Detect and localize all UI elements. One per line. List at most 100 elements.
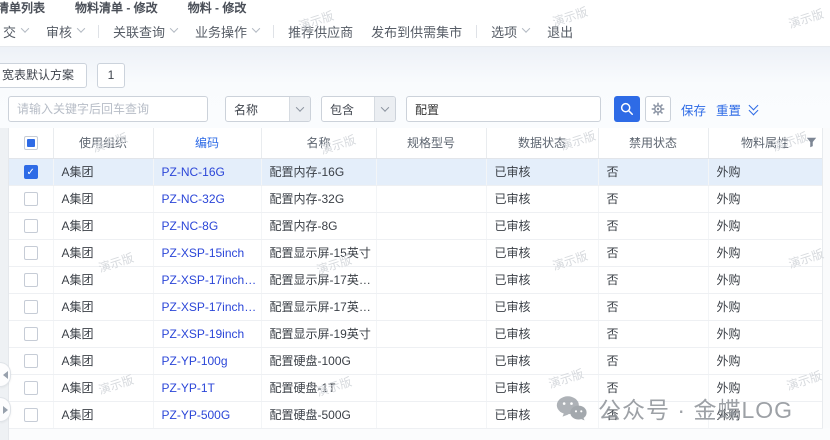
tab-material-edit[interactable]: 物料 - 修改 — [187, 1, 247, 15]
cell-spec — [376, 185, 487, 213]
filter-settings-button[interactable] — [645, 96, 671, 122]
cell-spec — [376, 158, 487, 186]
filter-value-input[interactable] — [406, 96, 601, 122]
cell-code[interactable]: PZ-XSP-15inch — [153, 239, 262, 267]
material-table: 使用组织 编码 名称 规格型号 数据状态 禁用状态 物料属性 A集团 PZ-NC… — [9, 128, 823, 429]
filter-funnel-icon[interactable] — [806, 137, 817, 148]
cell-name: 配置硬盘-100G — [261, 347, 377, 375]
cell-code[interactable]: PZ-NC-16G — [153, 158, 262, 186]
cell-attr: 外购 — [708, 266, 823, 294]
chevron-down-icon — [374, 97, 395, 121]
row-checkbox[interactable] — [23, 164, 38, 179]
col-header-disabled[interactable]: 禁用状态 — [598, 128, 709, 159]
header-checkbox-cell — [9, 128, 54, 159]
toolbar-exit-label: 退出 — [547, 24, 574, 40]
table-row[interactable]: A集团 PZ-XSP-17inch-BS 配置显示屏-17英寸-… 已审核 否 … — [9, 266, 823, 294]
field-select[interactable]: 名称 — [225, 96, 311, 122]
table-row[interactable]: A集团 PZ-NC-8G 配置内存-8G 已审核 否 外购 — [9, 212, 823, 240]
cell-org: A集团 — [53, 185, 154, 213]
toolbar-exit[interactable]: 退出 — [538, 22, 582, 41]
row-checkbox[interactable] — [23, 245, 38, 260]
table-row[interactable]: A集团 PZ-YP-100g 配置硬盘-100G 已审核 否 外购 — [9, 347, 823, 375]
chevron-down-icon — [251, 23, 261, 33]
keyword-input[interactable] — [8, 96, 208, 122]
caret-left-icon — [2, 370, 8, 379]
cell-spec — [376, 347, 487, 375]
toolbar-linked-query[interactable]: 关联查询 — [104, 22, 186, 41]
cell-name: 配置内存-16G — [261, 158, 377, 186]
table-header-row: 使用组织 编码 名称 规格型号 数据状态 禁用状态 物料属性 — [9, 128, 823, 159]
cell-name: 配置显示屏-15英寸 — [261, 239, 377, 267]
table-row[interactable]: A集团 PZ-YP-500G 配置硬盘-500G 已审核 否 外购 — [9, 401, 823, 429]
select-all-checkbox[interactable] — [23, 136, 38, 151]
col-header-code[interactable]: 编码 — [153, 128, 262, 159]
table-row[interactable]: A集团 PZ-NC-32G 配置内存-32G 已审核 否 外购 — [9, 185, 823, 213]
cell-status: 已审核 — [486, 158, 599, 186]
cell-name: 配置硬盘-1T — [261, 374, 377, 402]
reset-filter-link[interactable]: 重置 — [716, 103, 742, 118]
tab-bom-edit[interactable]: 物料清单 - 修改 — [75, 1, 158, 15]
toolbar-options[interactable]: 选项 — [482, 22, 538, 41]
cell-code[interactable]: PZ-NC-32G — [153, 185, 262, 213]
table-row[interactable]: A集团 PZ-YP-1T 配置硬盘-1T 已审核 否 外购 — [9, 374, 823, 402]
toolbar-audit[interactable]: 审核 — [37, 22, 93, 41]
cell-name: 配置内存-8G — [261, 212, 377, 240]
cell-attr: 外购 — [708, 158, 823, 186]
cell-code[interactable]: PZ-XSP-19inch — [153, 320, 262, 348]
cell-name: 配置显示屏-17英寸-… — [261, 293, 377, 321]
table-row[interactable]: A集团 PZ-XSP-19inch 配置显示屏-19英寸 已审核 否 外购 — [9, 320, 823, 348]
cell-code[interactable]: PZ-XSP-17inch-HS — [153, 293, 262, 321]
filter-scheme-tag[interactable]: 宽表默认方案 — [0, 63, 88, 88]
row-checkbox[interactable] — [23, 326, 38, 341]
row-checkbox[interactable] — [23, 191, 38, 206]
cell-disabled: 否 — [598, 212, 709, 240]
save-scheme-link[interactable]: 保存 — [681, 103, 707, 118]
table-row[interactable]: A集团 PZ-NC-16G 配置内存-16G 已审核 否 外购 — [9, 158, 823, 186]
toolbar-submit[interactable]: 交 — [0, 22, 37, 41]
cell-spec — [376, 212, 487, 240]
cell-org: A集团 — [53, 212, 154, 240]
col-header-attr[interactable]: 物料属性 — [708, 128, 823, 159]
row-checkbox[interactable] — [23, 407, 38, 422]
operator-select[interactable]: 包含 — [321, 96, 396, 122]
cell-name: 配置显示屏-19英寸 — [261, 320, 377, 348]
cell-name: 配置显示屏-17英寸-… — [261, 266, 377, 294]
col-header-status[interactable]: 数据状态 — [486, 128, 599, 159]
filter-scheme-count[interactable]: 1 — [97, 63, 126, 88]
toolbar-business-op[interactable]: 业务操作 — [186, 22, 268, 41]
row-checkbox[interactable] — [23, 299, 38, 314]
expand-filter-icon[interactable] — [748, 100, 760, 116]
cell-attr: 外购 — [708, 212, 823, 240]
tab-list[interactable]: 清单列表 — [0, 1, 46, 15]
left-panel-strip — [0, 128, 9, 440]
cell-code[interactable]: PZ-YP-100g — [153, 347, 262, 375]
col-header-name[interactable]: 名称 — [261, 128, 377, 159]
col-header-org[interactable]: 使用组织 — [53, 128, 154, 159]
cell-spec — [376, 293, 487, 321]
cell-disabled: 否 — [598, 185, 709, 213]
cell-code[interactable]: PZ-YP-1T — [153, 374, 262, 402]
toolbar-publish-market[interactable]: 发布到供需集市 — [362, 22, 471, 41]
table-row[interactable]: A集团 PZ-XSP-15inch 配置显示屏-15英寸 已审核 否 外购 — [9, 239, 823, 267]
row-checkbox[interactable] — [23, 380, 38, 395]
row-checkbox[interactable] — [23, 218, 38, 233]
row-checkbox[interactable] — [23, 272, 38, 287]
cell-status: 已审核 — [486, 266, 599, 294]
cell-spec — [376, 239, 487, 267]
table-row[interactable]: A集团 PZ-XSP-17inch-HS 配置显示屏-17英寸-… 已审核 否 … — [9, 293, 823, 321]
search-button[interactable] — [614, 96, 640, 122]
gear-icon — [651, 102, 665, 116]
cell-code[interactable]: PZ-XSP-17inch-BS — [153, 266, 262, 294]
caret-right-icon — [2, 405, 8, 414]
cell-code[interactable]: PZ-NC-8G — [153, 212, 262, 240]
cell-disabled: 否 — [598, 401, 709, 429]
toolbar-linked-query-label: 关联查询 — [113, 24, 166, 40]
cell-disabled: 否 — [598, 320, 709, 348]
search-icon — [620, 102, 633, 115]
toolbar-recommend-supplier[interactable]: 推荐供应商 — [279, 22, 362, 41]
cell-code[interactable]: PZ-YP-500G — [153, 401, 262, 429]
cell-attr: 外购 — [708, 401, 823, 429]
col-header-spec[interactable]: 规格型号 — [376, 128, 487, 159]
row-checkbox[interactable] — [23, 353, 38, 368]
toolbar-publish-market-label: 发布到供需集市 — [371, 24, 463, 40]
